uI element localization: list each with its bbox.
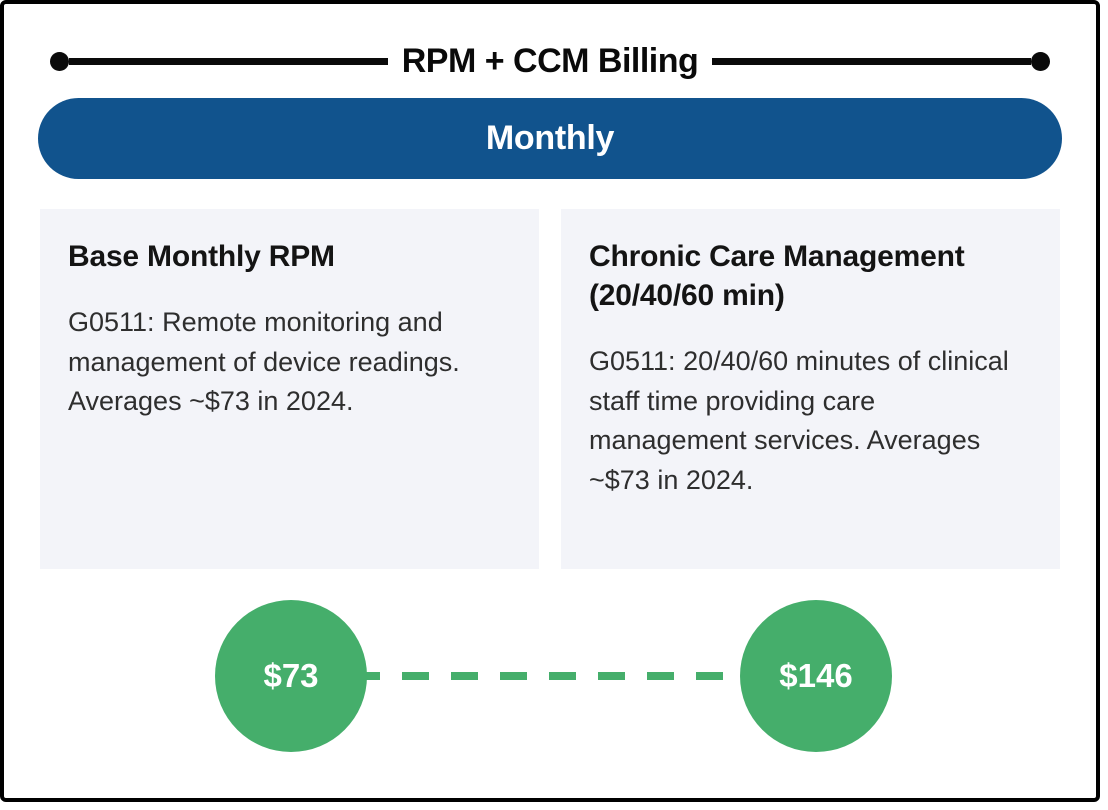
title-rule-left bbox=[69, 58, 388, 65]
monthly-banner-label: Monthly bbox=[485, 119, 615, 157]
line-endpoint-dot-right-icon bbox=[1031, 52, 1050, 71]
price-bubble-combined: $146 bbox=[740, 600, 892, 752]
price-bubble-base-label: $73 bbox=[263, 657, 319, 694]
price-bubble-base: $73 bbox=[215, 600, 367, 752]
page-title: RPM + CCM Billing bbox=[401, 42, 699, 80]
card-body-base-rpm: G0511: Remote monitoring and management … bbox=[68, 307, 460, 417]
card-body-ccm: G0511: 20/40/60 minutes of clinical staf… bbox=[589, 346, 1009, 496]
price-row: $73 $146 bbox=[4, 600, 1096, 752]
card-base-monthly-rpm: Base Monthly RPM G0511: Remote monitorin… bbox=[40, 209, 539, 569]
header: RPM + CCM Billing bbox=[50, 42, 1050, 81]
dashed-connector-line bbox=[304, 672, 784, 680]
card-heading-ccm: Chronic Care Management (20/40/60 min) bbox=[589, 240, 965, 312]
card-chronic-care-management: Chronic Care Management (20/40/60 min) G… bbox=[561, 209, 1060, 569]
title-rule-right bbox=[712, 58, 1031, 65]
line-endpoint-dot-left-icon bbox=[50, 52, 69, 71]
billing-cards: Base Monthly RPM G0511: Remote monitorin… bbox=[40, 209, 1060, 569]
monthly-banner-button[interactable]: Monthly bbox=[38, 98, 1062, 179]
price-bubble-combined-label: $146 bbox=[779, 657, 853, 694]
card-heading-base-rpm: Base Monthly RPM bbox=[68, 240, 335, 273]
